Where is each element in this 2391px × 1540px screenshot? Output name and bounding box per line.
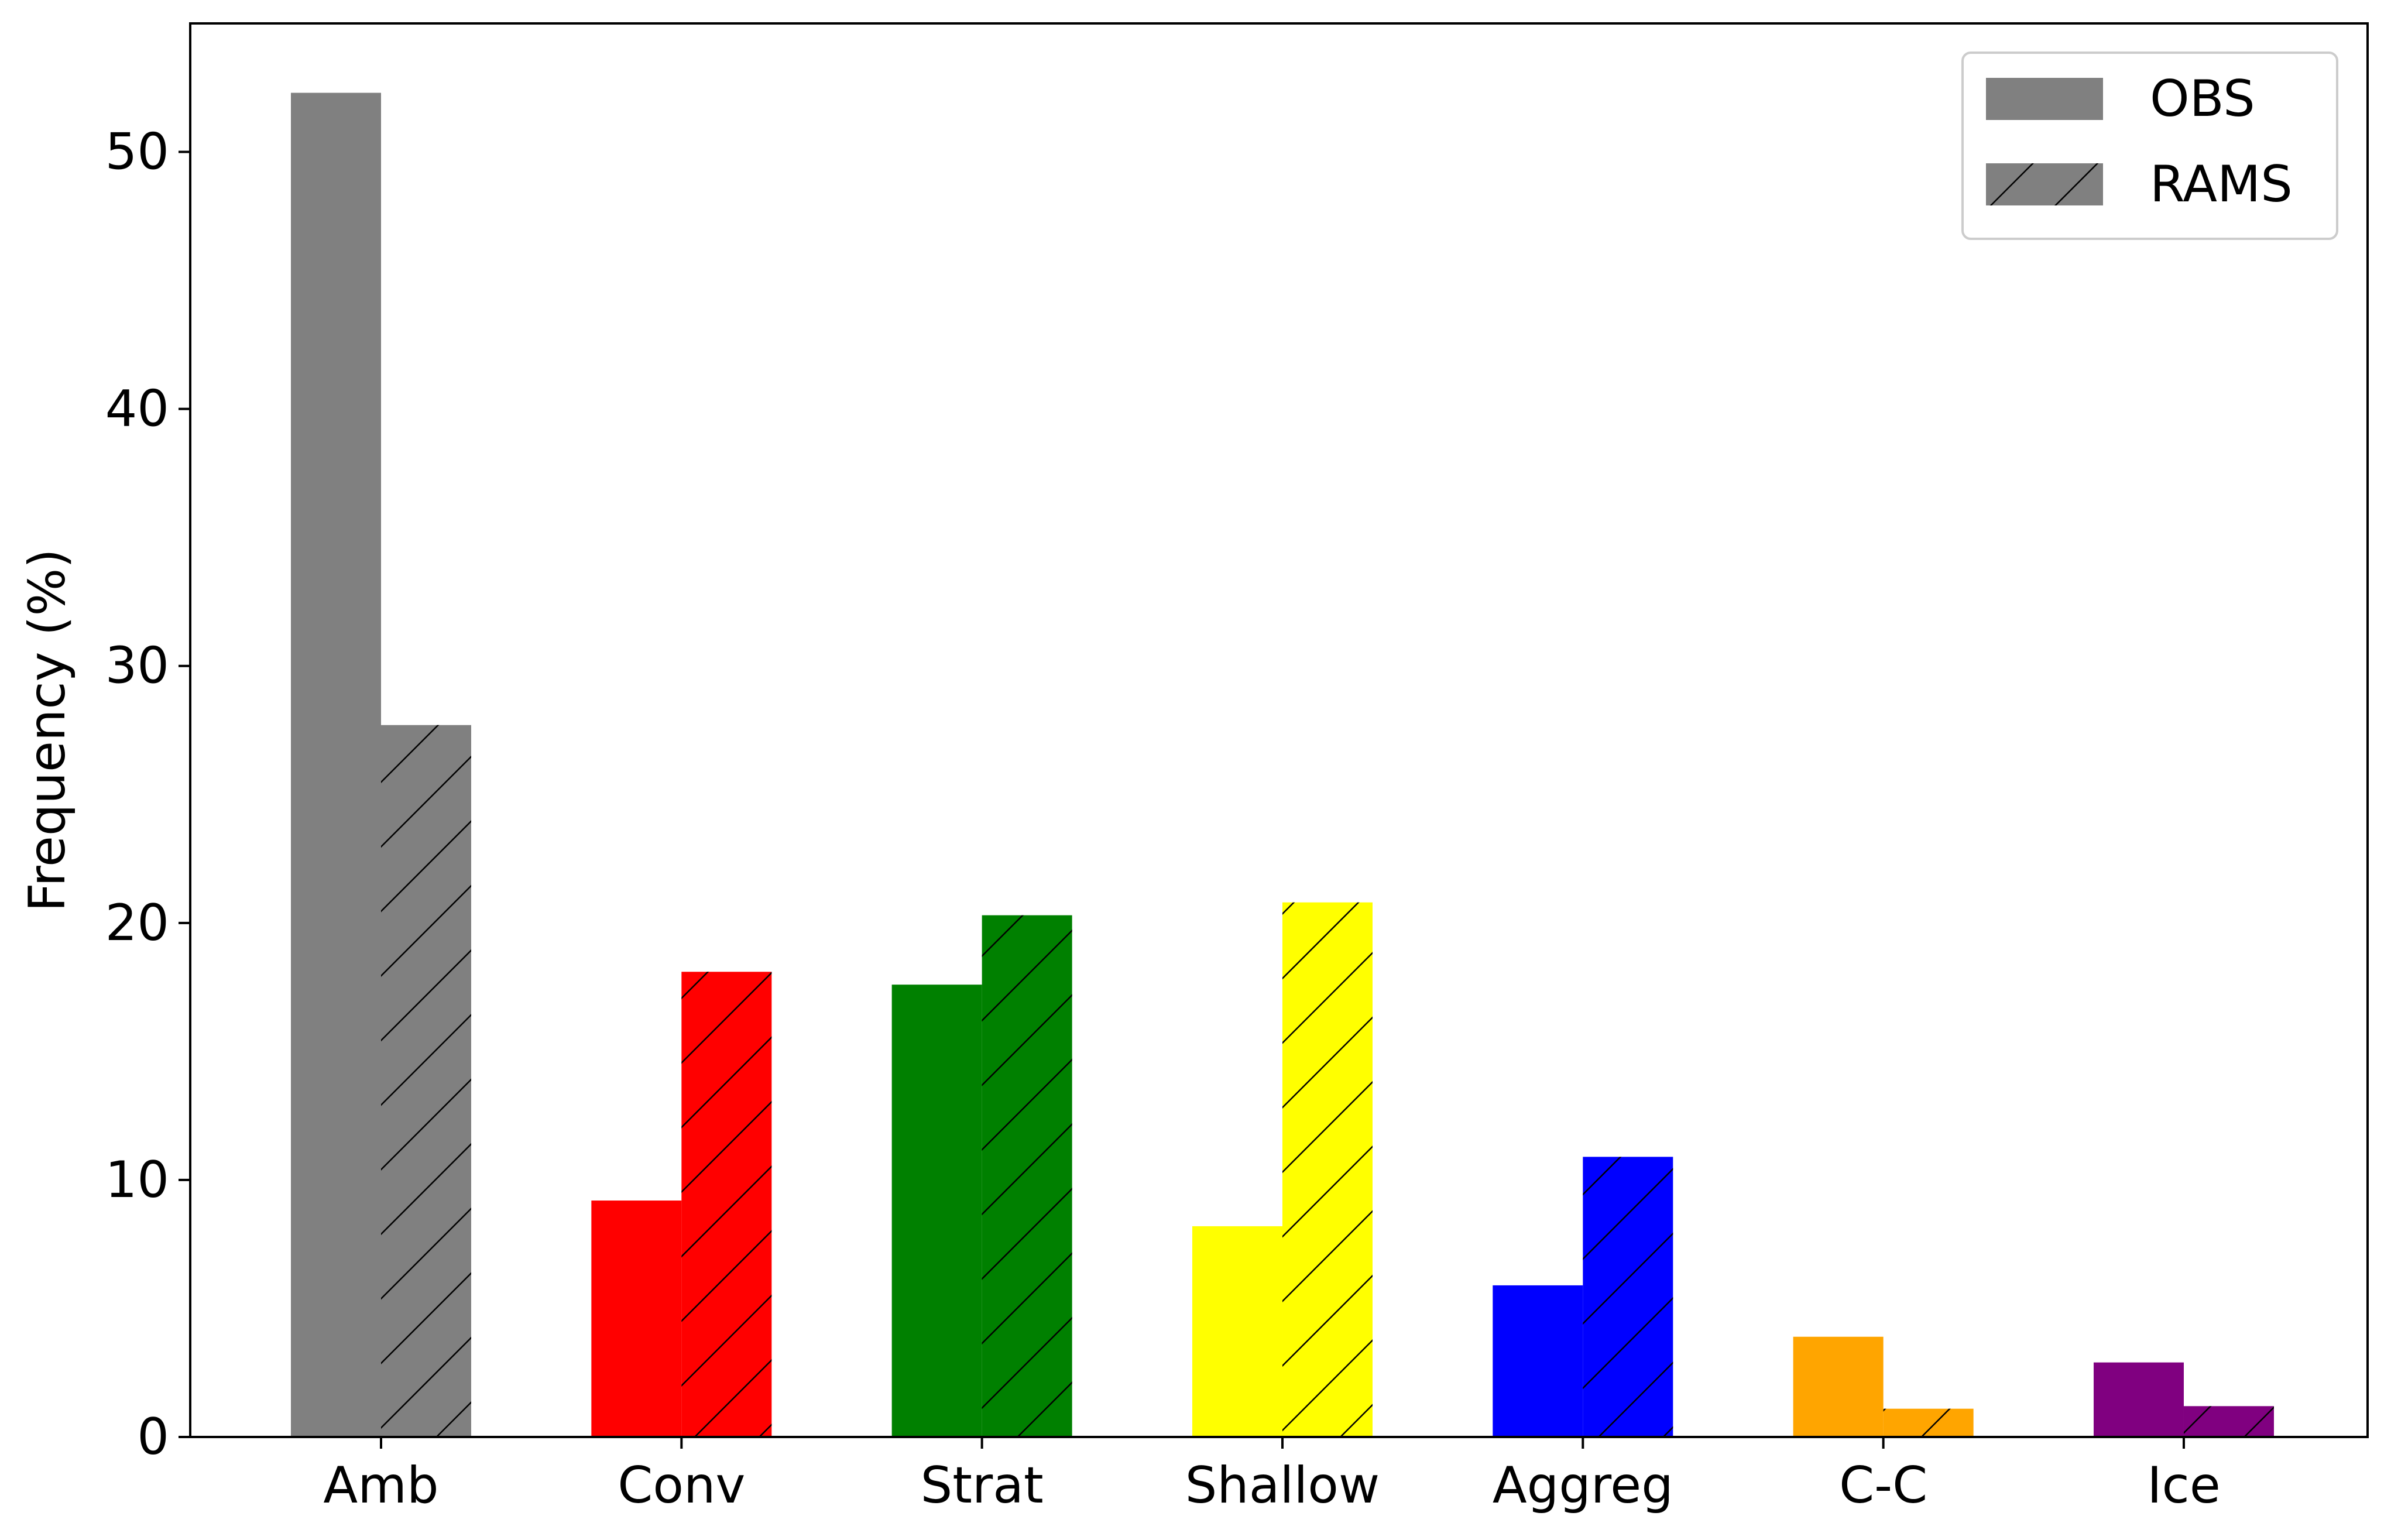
bar-obs-strat — [891, 985, 982, 1437]
bars-layer — [291, 92, 2274, 1438]
x-tick-label: Strat — [921, 1456, 1044, 1515]
bar-hatch-conv — [681, 972, 772, 1437]
legend-label-rams: RAMS — [2150, 155, 2293, 214]
x-tick-label: C-C — [1839, 1456, 1927, 1515]
legend-swatch-obs — [1986, 78, 2103, 120]
y-tick-label: 40 — [105, 380, 169, 438]
bar-obs-shallow — [1192, 1226, 1282, 1437]
bar-hatch-aggreg — [1583, 1157, 1673, 1437]
y-tick-label: 30 — [105, 637, 169, 695]
bar-obs-c-c — [1793, 1336, 1884, 1437]
bar-obs-ice — [2093, 1362, 2184, 1437]
bar-hatch-strat — [982, 915, 1072, 1437]
bar-hatch-shallow — [1282, 902, 1373, 1437]
y-tick-label: 0 — [137, 1408, 169, 1466]
bar-hatch-amb — [381, 725, 471, 1437]
bar-hatch-ice — [2183, 1406, 2274, 1437]
axes-layer: 0 10 20 30 40 50 Amb Conv Strat Shallow Aggreg C-C I… — [18, 22, 2369, 1515]
legend-swatch-hatch — [1986, 163, 2103, 205]
y-tick-label: 20 — [105, 894, 169, 952]
y-tick-label: 10 — [105, 1151, 169, 1209]
x-tick-label: Conv — [618, 1456, 745, 1515]
bar-obs-conv — [591, 1201, 682, 1437]
y-axis-title: Frequency (%) — [18, 548, 77, 911]
bar-obs-amb — [291, 92, 381, 1438]
y-tick-label: 50 — [105, 123, 169, 181]
x-tick-label: Amb — [323, 1456, 438, 1515]
x-tick-label: Shallow — [1185, 1456, 1380, 1515]
x-tick-label: Ice — [2147, 1456, 2221, 1515]
bar-hatch-c-c — [1883, 1408, 1974, 1437]
plot-frame — [189, 22, 2369, 1438]
legend-label-obs: OBS — [2150, 70, 2255, 128]
legend: OBS RAMS — [1961, 52, 2338, 240]
bar-obs-aggreg — [1493, 1285, 1583, 1437]
x-tick-label: Aggreg — [1493, 1456, 1673, 1515]
